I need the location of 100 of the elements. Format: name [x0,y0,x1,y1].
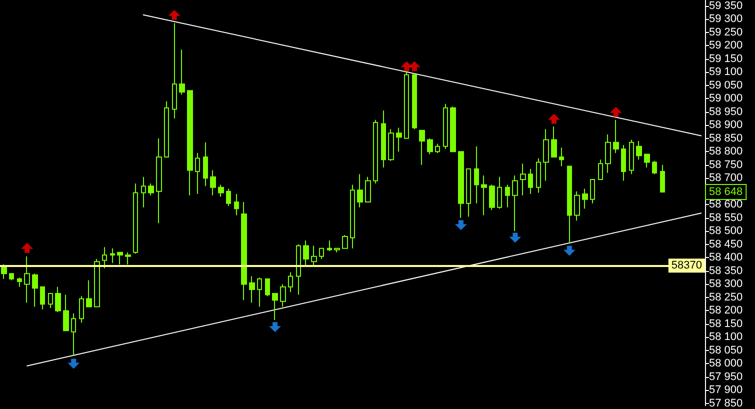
candlestick [574,190,580,222]
y-tick-label: 57 850 [709,398,743,409]
y-tick-label: 58 250 [709,291,743,304]
point [269,322,282,332]
point [454,220,467,230]
annotation: 58 648 [709,186,743,198]
candlestick [148,182,154,196]
candlestick [272,292,278,320]
candlestick [629,139,634,175]
candlestick [621,144,626,182]
candlestick [404,72,409,139]
candlestick [187,90,193,196]
candlestick [327,240,332,252]
y-tick-label: 58 950 [709,106,743,118]
y-tick-label: 58 050 [709,344,743,356]
point [509,232,522,243]
y-tick-label: 58 200 [709,304,743,317]
candlestick [373,119,378,184]
candlestick [249,276,255,304]
candlestick [536,158,541,194]
candlestick [505,184,510,208]
candlestick [40,286,45,310]
candlestick [94,258,100,308]
candlestick [443,103,448,150]
candlestick [48,292,53,309]
y-tick-label: 58 150 [709,318,743,330]
candlestick [342,234,348,249]
candlestick [520,163,526,196]
point [168,10,180,20]
candlestick [489,184,495,210]
candlestick [303,240,309,266]
y-tick-label: 59 300 [709,13,743,26]
candlestick [551,126,557,158]
candlestick [412,74,417,130]
y-tick-label: 59 050 [709,79,743,92]
candlestick [102,246,107,269]
candlestick [605,134,611,174]
candlestick [497,176,502,210]
candlestick [636,140,642,160]
y-tick-label: 58 500 [709,225,743,238]
y-tick-label: 58 450 [709,238,743,250]
point [563,246,576,256]
candlestick [288,272,293,293]
candlestick [234,194,239,216]
y-tick-label: 58 400 [709,252,743,264]
candlestick [210,170,216,196]
candlestick [141,176,146,208]
y-tick-label: 59 350 [709,0,743,12]
y-tick-label: 57 950 [709,370,743,383]
candlestick [435,143,440,154]
y-tick-label: 58 800 [709,146,743,158]
y-tick-label: 58 700 [709,172,743,184]
candlestick [164,100,169,158]
candlestick [63,294,69,332]
candlestick [644,154,650,168]
candlestick [71,312,76,356]
candlestick [133,182,138,254]
candlestick [319,248,324,260]
candlestick [203,142,208,187]
candlestick [226,188,231,206]
candlestick [512,175,518,232]
candlestick [218,184,224,198]
candlestick [280,284,286,308]
y-tick-label: 59 100 [709,66,743,78]
y-tick-label: 58 600 [709,198,743,211]
candlestick [9,273,14,281]
candlestick [350,184,355,249]
candlestick [32,273,38,308]
candlestick [195,152,200,195]
y-tick-label: 59 250 [709,26,743,38]
candlestick [17,277,22,288]
candlestick [388,128,394,162]
candlestick [466,168,471,218]
point [21,242,34,253]
candlestick [357,174,363,208]
candlestick [660,164,665,192]
candlestick [381,110,386,168]
candlestick [156,138,162,224]
candlestick [582,188,588,210]
point [610,106,622,117]
candlestick [172,22,177,120]
candlestick [481,175,487,216]
candlestick [241,202,247,301]
candlestick [543,128,549,182]
y-tick-label: 58 100 [709,331,743,344]
candlestick [334,248,340,253]
candlestick [24,256,30,304]
y-tick-label: 58 900 [709,119,743,132]
y-tick-label: 58 550 [709,212,743,224]
candlestick [474,146,479,204]
candlestick [528,168,533,195]
y-tick-label: 58 850 [709,132,743,144]
candlestick [365,176,371,203]
point [548,114,560,124]
candlestick [125,252,131,265]
y-tick-label: 58 000 [709,358,743,370]
y-tick-label: 58 350 [709,264,743,277]
candlestick [55,286,61,313]
candlestick [613,119,619,154]
candlestick [559,147,564,167]
